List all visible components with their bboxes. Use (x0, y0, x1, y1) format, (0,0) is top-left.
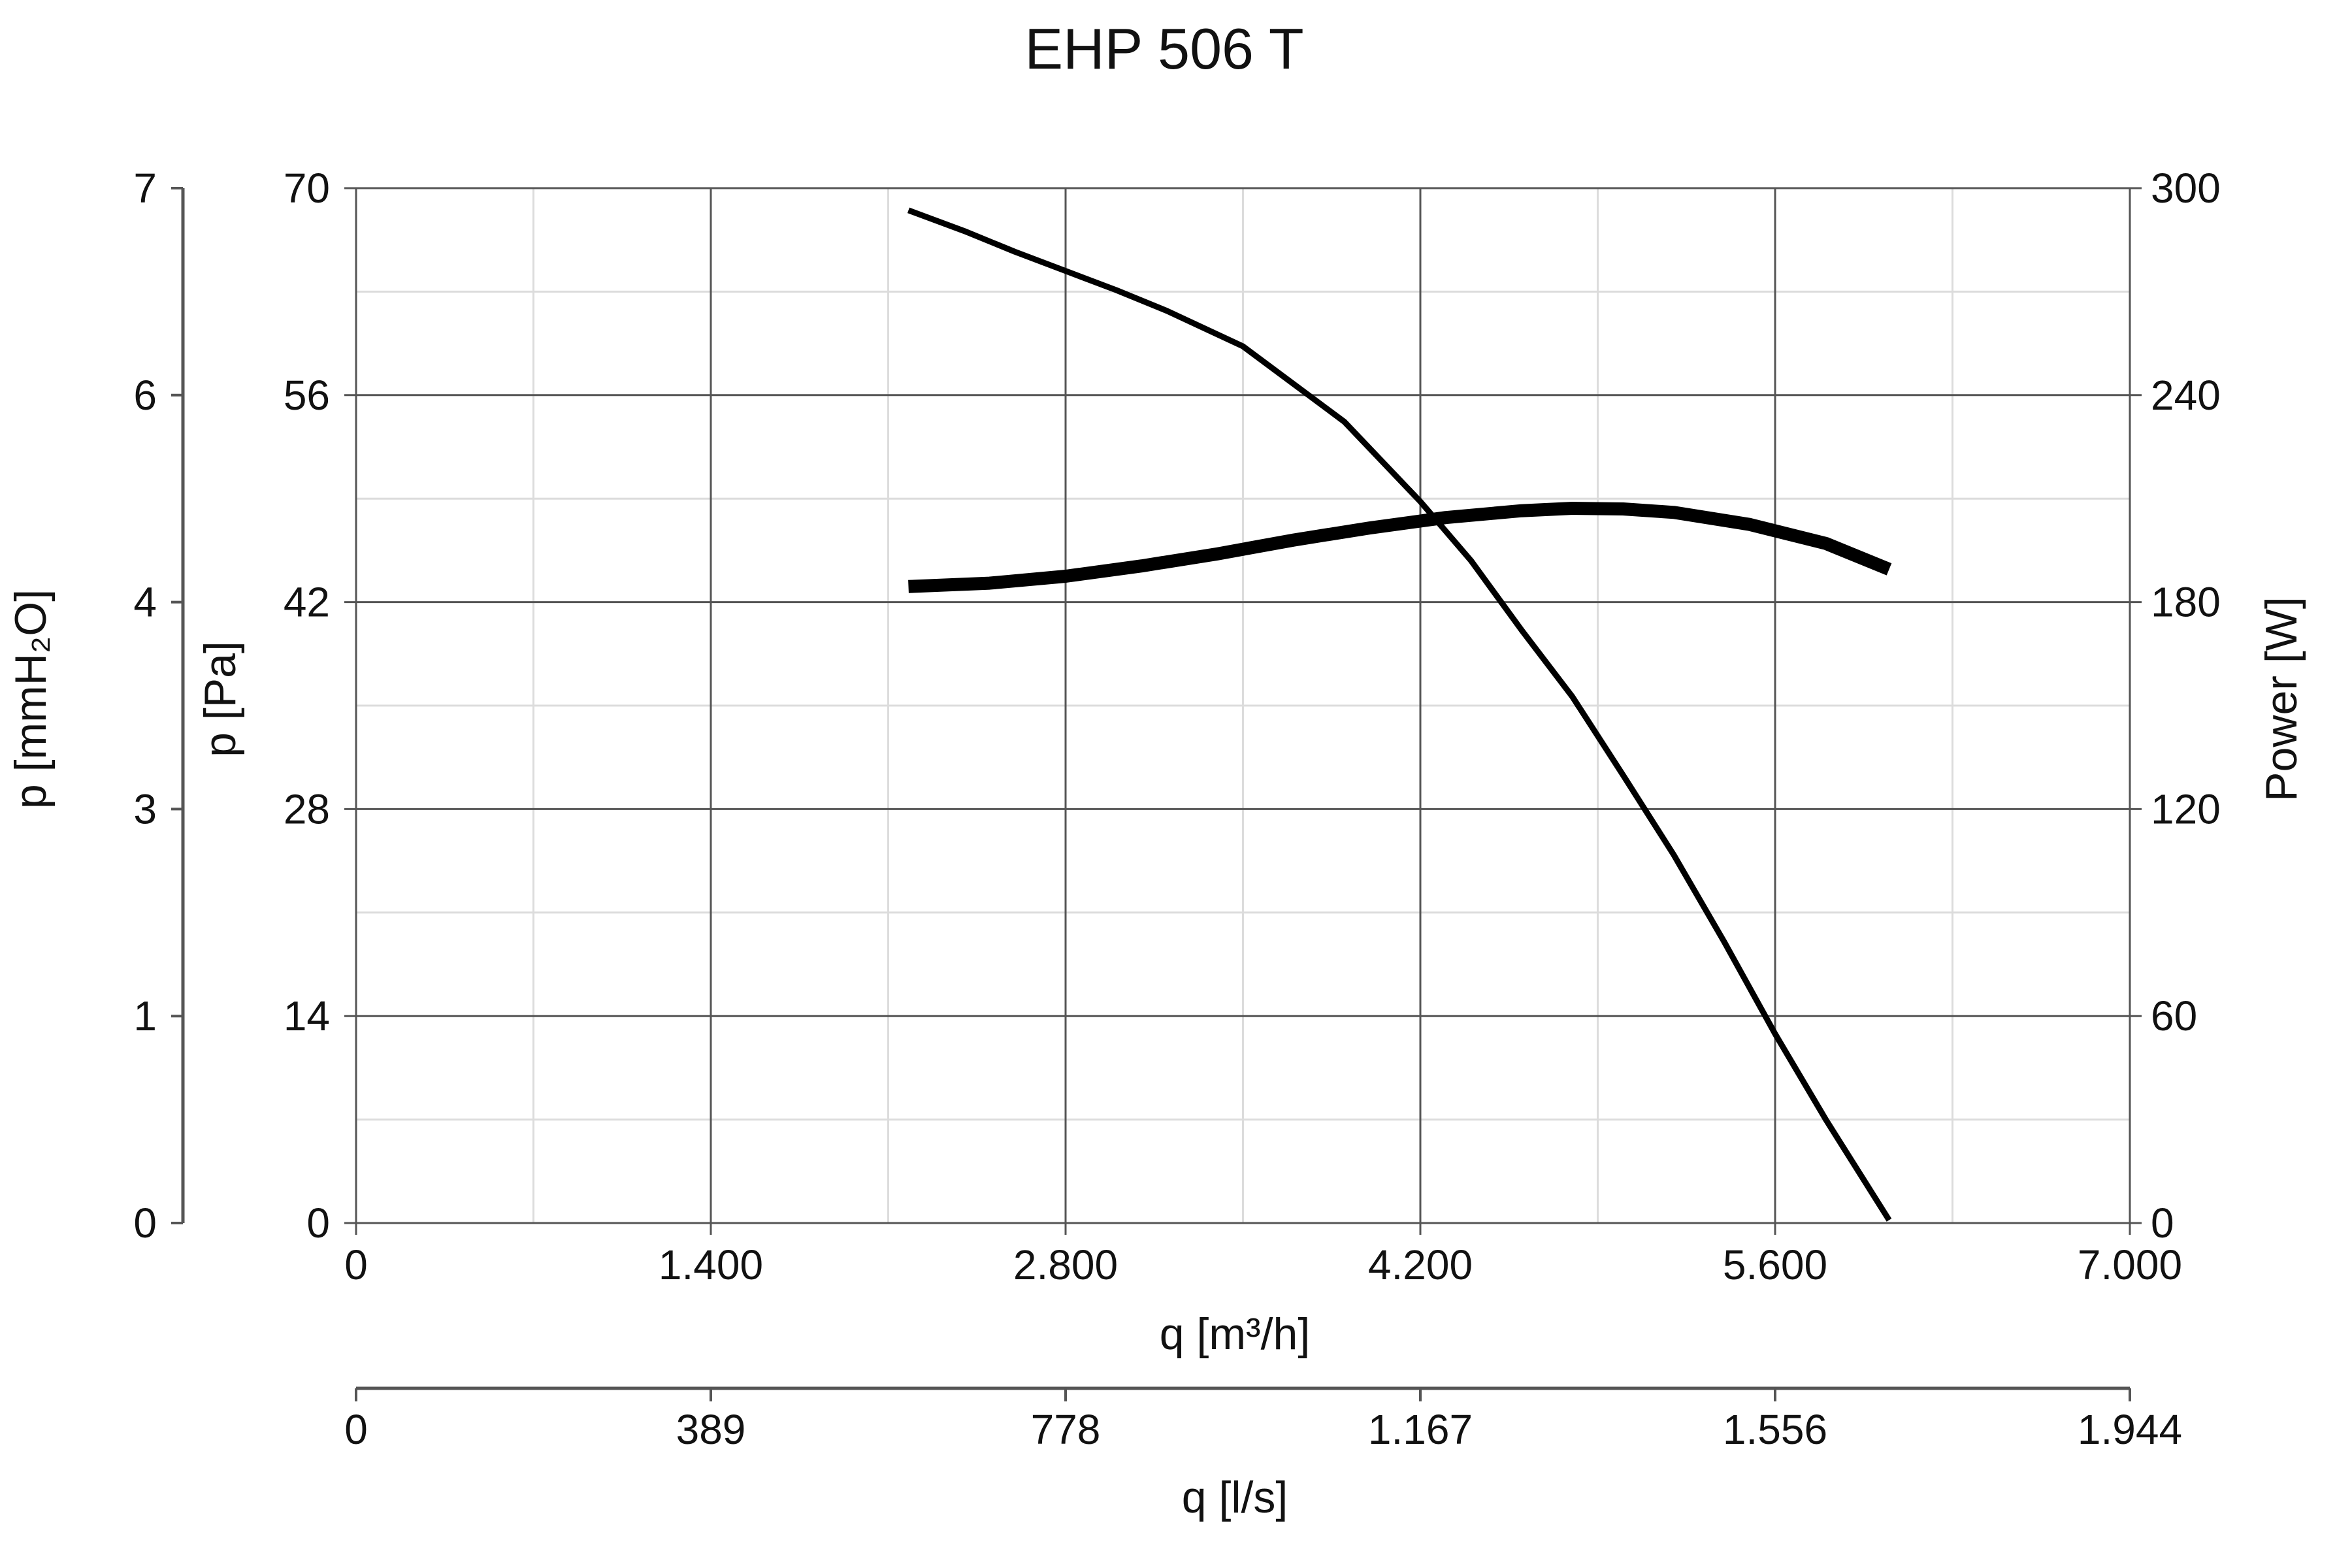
chart-title: EHP 506 T (1024, 16, 1303, 81)
y-right-tick-label: 240 (2151, 372, 2221, 419)
power-curve (908, 502, 1892, 593)
y-axis-label-power: Power [W] (2257, 596, 2306, 802)
y-secondary-tick-label: 1 (133, 992, 157, 1039)
x-secondary-tick-label: 778 (1031, 1406, 1101, 1453)
x-tick-label: 0 (344, 1241, 368, 1288)
minor-gridlines (356, 188, 2130, 1223)
y-secondary-tick-label: 6 (133, 372, 157, 419)
x-tick-label: 7.000 (2078, 1241, 2182, 1288)
y-axis-label-mmh2o: p [mmH₂O] (6, 589, 56, 809)
y-right-tick-label: 0 (2151, 1200, 2174, 1247)
y-tick-label: 14 (284, 992, 330, 1039)
y-secondary-tick-label: 4 (133, 579, 157, 626)
x-secondary-tick-label: 1.556 (1723, 1406, 1827, 1453)
x-secondary-tick-label: 1.944 (2078, 1406, 2182, 1453)
x-tick-label: 1.400 (659, 1241, 763, 1288)
x-secondary-tick-label: 389 (676, 1406, 746, 1453)
y-tick-label: 0 (306, 1200, 330, 1247)
data-series (907, 207, 1892, 1222)
major-gridlines (356, 188, 2130, 1223)
x-secondary-tick-label: 0 (344, 1406, 368, 1453)
y-secondary-tick-label: 0 (133, 1200, 157, 1247)
y-tick-label: 28 (284, 785, 330, 832)
y-secondary-tick-label: 7 (133, 165, 157, 212)
y-tick-label: 42 (284, 579, 330, 626)
y-secondary-tick-label: 3 (133, 785, 157, 832)
x-secondary-tick-label: 1.167 (1368, 1406, 1473, 1453)
y-right-tick-label: 60 (2151, 992, 2197, 1039)
x-axis-label-m3h: q [m³/h] (1160, 1309, 1311, 1359)
pressure-curve (907, 207, 1892, 1222)
plot-frame (355, 187, 2131, 1224)
y-axis-label-pa: p [Pa] (195, 641, 245, 757)
y-right-tick-label: 300 (2151, 165, 2221, 212)
y-tick-label: 56 (284, 372, 330, 419)
y-right-tick-label: 180 (2151, 579, 2221, 626)
x-tick-label: 2.800 (1013, 1241, 1118, 1288)
x-tick-label: 5.600 (1723, 1241, 1827, 1288)
x-axis-label-ls: q [l/s] (1182, 1473, 1288, 1522)
y-tick-label: 70 (284, 165, 330, 212)
y-right-tick-label: 120 (2151, 785, 2221, 832)
axes (171, 187, 2142, 1401)
x-tick-label: 4.200 (1368, 1241, 1473, 1288)
